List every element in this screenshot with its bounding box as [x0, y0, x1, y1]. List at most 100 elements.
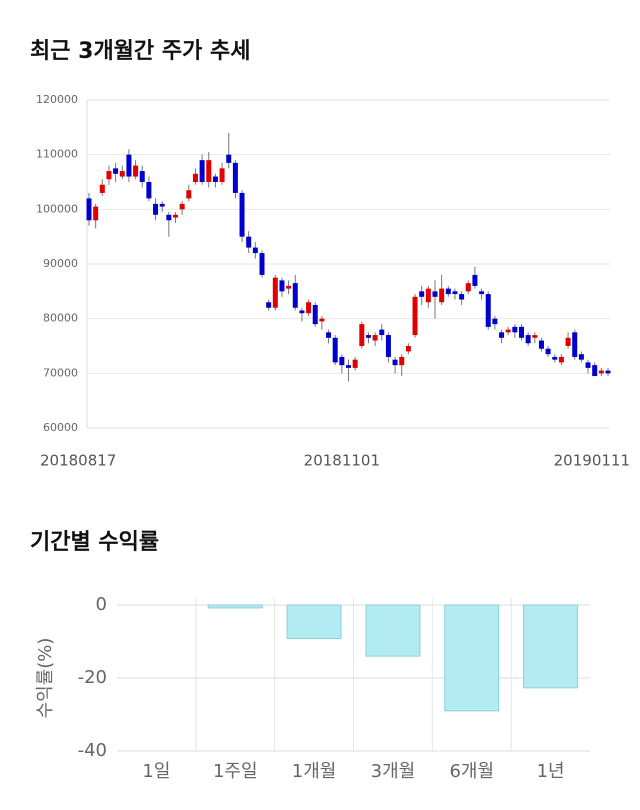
candle-body	[452, 291, 458, 295]
candle-body	[565, 337, 571, 346]
y-tick-label: 60000	[43, 421, 78, 434]
candle-body	[93, 206, 99, 221]
candle-body	[133, 165, 139, 177]
candle-body	[399, 356, 405, 366]
y-tick-label: 70000	[43, 366, 78, 379]
x-tick-label: 6개월	[449, 761, 494, 782]
candle-body	[232, 162, 238, 193]
candle-body	[173, 214, 178, 218]
candle-body	[272, 277, 278, 308]
candle-body	[439, 288, 445, 303]
candle-body	[246, 236, 252, 248]
y-tick-label: 0	[96, 594, 107, 615]
candle-body	[359, 324, 365, 346]
candle-body	[312, 305, 318, 325]
x-tick-label: 20181101	[304, 452, 380, 470]
candle-body	[239, 192, 245, 237]
y-tick-label: 100000	[36, 202, 78, 215]
candle-body	[585, 362, 591, 368]
candle-body	[192, 173, 198, 182]
candle-body	[532, 335, 538, 338]
candle-body	[605, 370, 611, 374]
chart-title: 최근 3개월간 주가 추세	[30, 39, 250, 64]
candle-body	[106, 171, 112, 180]
candle-body	[99, 184, 105, 193]
candle-body	[412, 296, 418, 336]
bar	[444, 604, 500, 712]
candle-body	[505, 329, 511, 333]
candle-body	[266, 302, 272, 308]
y-tick-label: -40	[78, 740, 107, 761]
candle-body	[259, 253, 265, 275]
bar	[523, 604, 579, 689]
candle-body	[159, 203, 165, 207]
candle-body	[326, 332, 332, 338]
candle-body	[538, 340, 544, 349]
candle-body	[425, 288, 431, 303]
candle-body	[492, 318, 498, 325]
candle-body	[572, 332, 578, 357]
candle-body	[479, 291, 485, 295]
candle-body	[286, 285, 292, 289]
candle-body	[379, 329, 385, 336]
y-tick-label: 90000	[43, 257, 78, 270]
candle-body	[212, 176, 218, 182]
candle-body	[126, 154, 132, 177]
candle-body	[419, 291, 425, 297]
candle-body	[199, 160, 205, 182]
candle-body	[113, 168, 119, 174]
candle-body	[279, 280, 285, 292]
candle-body	[332, 337, 338, 363]
candle-body	[339, 356, 345, 366]
candle-body	[552, 356, 558, 360]
candle-body	[592, 365, 598, 377]
y-tick-label: 80000	[43, 312, 78, 325]
x-tick-label: 1년	[537, 761, 565, 782]
candle-body	[525, 335, 531, 344]
x-tick-label: 20180817	[40, 452, 116, 470]
chart-title: 기간별 수익률	[30, 530, 159, 555]
candle-body	[459, 294, 465, 300]
candle-body	[499, 332, 505, 338]
candle-body	[352, 359, 358, 368]
y-tick-label: 120000	[36, 93, 78, 106]
candle-body	[146, 182, 152, 199]
candle-body	[86, 198, 92, 221]
x-tick-label: 3개월	[371, 761, 416, 782]
candle-body	[319, 318, 325, 322]
candle-body	[472, 274, 478, 286]
candle-body	[179, 203, 185, 210]
candle-body	[139, 171, 145, 182]
candle-body	[485, 294, 491, 327]
candle-body	[299, 310, 305, 314]
candle-body	[166, 214, 172, 221]
bar	[286, 604, 342, 640]
x-tick-label: 20190111	[554, 452, 630, 470]
y-tick-label: -20	[78, 667, 107, 688]
candle-body	[519, 326, 524, 338]
x-tick-label: 1개월	[292, 761, 337, 782]
candle-body	[226, 154, 232, 163]
candle-body	[365, 335, 371, 338]
candle-body	[578, 354, 584, 360]
candle-body	[385, 335, 391, 357]
candle-body	[545, 348, 551, 355]
candle-body	[372, 335, 378, 341]
candle-body	[153, 203, 159, 215]
candle-body	[119, 171, 125, 177]
candle-body	[219, 168, 225, 182]
candle-body	[252, 247, 258, 254]
candle-body	[598, 370, 604, 374]
candle-body	[445, 288, 451, 295]
x-tick-label: 1주일	[213, 761, 258, 782]
y-tick-label: 110000	[36, 148, 78, 161]
candle-body	[186, 190, 192, 199]
y-axis-label: 수익률(%)	[35, 638, 56, 719]
candle-body	[405, 346, 411, 352]
candle-body	[346, 365, 351, 368]
candle-body	[306, 302, 312, 314]
bar	[365, 604, 421, 657]
candle-body	[392, 359, 398, 366]
bar	[207, 604, 263, 609]
